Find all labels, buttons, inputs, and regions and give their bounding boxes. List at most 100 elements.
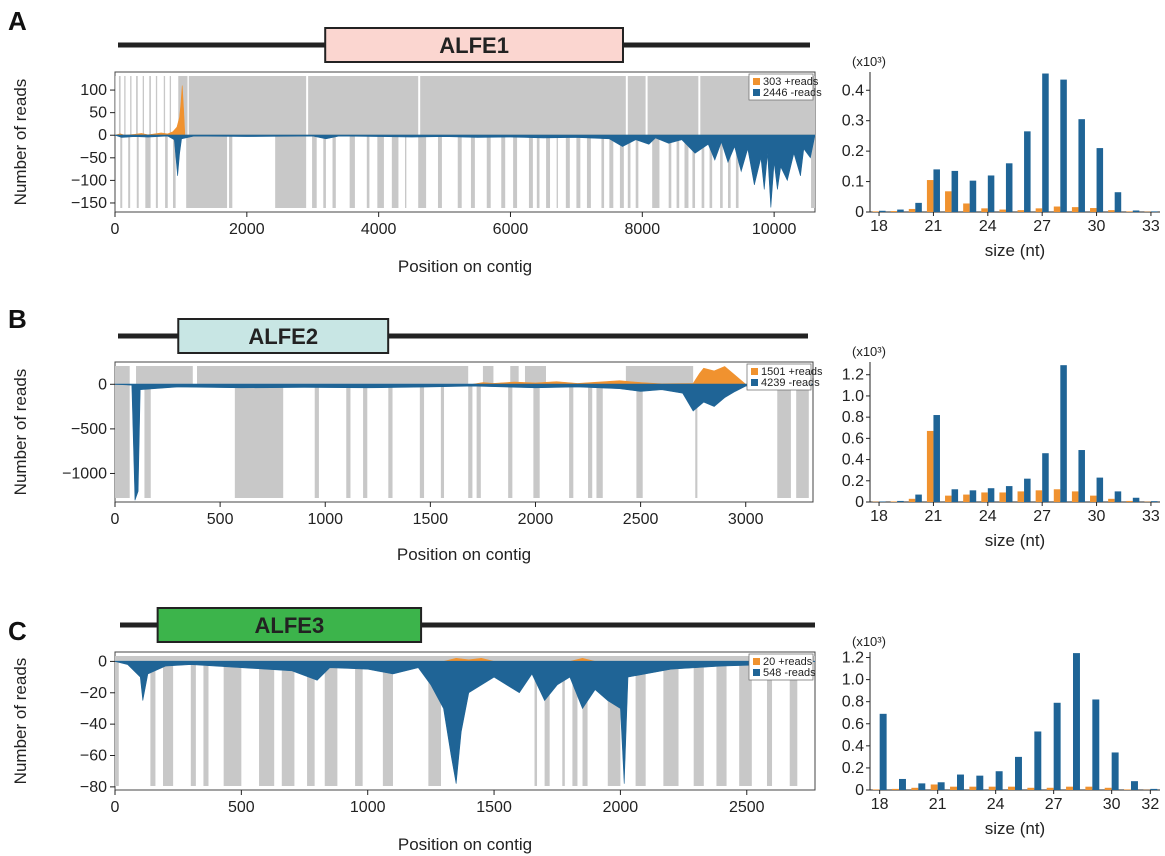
- coverage-region-lower: [366, 135, 370, 208]
- coverage-region-lower: [601, 135, 605, 208]
- legend-swatch-plus: [753, 78, 760, 85]
- coverage-region-lower: [419, 384, 425, 498]
- coverage-region-lower: [223, 661, 242, 786]
- coverage-region-lower: [544, 661, 550, 786]
- bar-plus: [988, 786, 996, 790]
- y-tick-label: −40: [80, 716, 107, 733]
- coverage-region-upper: [142, 76, 145, 136]
- bar-plus: [999, 209, 1006, 212]
- y-axis-title: Number of reads: [11, 369, 30, 496]
- y-tick-label: 0.8: [842, 409, 864, 426]
- coverage-region-upper: [115, 76, 116, 136]
- bar-minus: [1042, 453, 1049, 502]
- orf-box: [324, 27, 624, 63]
- bar-minus: [976, 775, 984, 790]
- x-tick-label: 18: [871, 796, 889, 813]
- bar-minus: [1005, 486, 1013, 502]
- coverage-region-lower: [312, 135, 317, 208]
- coverage-region-lower: [150, 661, 156, 786]
- x-tick-label: 3000: [728, 511, 764, 528]
- coverage-region-upper: [124, 76, 126, 136]
- bar-minus: [1092, 699, 1100, 790]
- coverage-region-lower: [476, 384, 481, 498]
- x-tick-label: 21: [929, 796, 947, 813]
- x-tick-label: 0: [111, 511, 120, 528]
- coverage-region-lower: [115, 661, 119, 786]
- coverage-region-lower: [562, 661, 565, 786]
- bar-minus: [1073, 653, 1080, 790]
- legend-swatch-minus: [753, 89, 760, 96]
- bar-minus: [1150, 211, 1158, 212]
- bar-minus: [918, 783, 926, 790]
- bar-minus: [915, 202, 922, 212]
- bar-minus: [957, 774, 964, 790]
- x-tick-label: 1000: [350, 799, 386, 816]
- bar-minus: [937, 782, 945, 790]
- bar-minus: [1015, 756, 1022, 790]
- bar-plus: [872, 789, 880, 790]
- coverage-region-lower: [546, 135, 551, 208]
- minus-reads-area: [114, 383, 814, 501]
- y-tick-label: −100: [71, 172, 107, 189]
- coverage-region-lower: [668, 135, 672, 208]
- coverage-region-lower: [627, 135, 631, 208]
- bar-plus: [1126, 211, 1133, 212]
- coverage-region-lower: [186, 135, 228, 208]
- bar-plus: [1027, 787, 1035, 790]
- bar-minus: [879, 210, 886, 212]
- bar-minus: [1096, 477, 1104, 502]
- panel-letter: B: [8, 304, 27, 334]
- bar-plus: [930, 784, 938, 790]
- coverage-region-upper: [308, 76, 419, 136]
- coverage-region-lower: [652, 135, 660, 208]
- bar-minus: [897, 500, 904, 502]
- bar-plus: [945, 191, 952, 212]
- coverage-region-lower: [486, 135, 491, 208]
- coverage-region-lower: [229, 135, 233, 208]
- x-tick-label: 2000: [518, 511, 554, 528]
- x-tick-label: 500: [207, 511, 234, 528]
- x-tick-label: 24: [979, 508, 997, 525]
- x-tick-label: 30: [1088, 508, 1106, 525]
- coverage-region-upper: [136, 366, 193, 385]
- coverage-region-lower: [165, 135, 168, 208]
- x-tick-label: 0: [111, 799, 120, 816]
- x-tick-label: 27: [1045, 796, 1063, 813]
- x-tick-label: 0: [111, 221, 120, 238]
- legend-swatch-plus: [753, 658, 760, 665]
- coverage-region-lower: [556, 135, 558, 208]
- coverage-region-lower: [234, 384, 284, 498]
- coverage-region-lower: [388, 384, 393, 498]
- y-tick-label: 1.2: [842, 650, 864, 667]
- coverage-region-lower: [789, 661, 798, 786]
- bar-plus: [890, 501, 898, 502]
- coverage-region-lower: [145, 135, 151, 208]
- x-tick-label: 10000: [752, 221, 797, 238]
- coverage-region-upper: [627, 76, 646, 136]
- bar-plus: [1046, 787, 1054, 790]
- y-tick-label: −80: [80, 779, 107, 796]
- bar-plus: [999, 492, 1006, 502]
- bar-plus: [1035, 490, 1043, 502]
- bar-plus: [1090, 495, 1097, 502]
- x-tick-label: 18: [870, 508, 888, 525]
- bar-plus: [1124, 789, 1131, 790]
- panel-letter: A: [8, 6, 27, 36]
- x-tick-label: 33: [1142, 508, 1160, 525]
- x-tick-label: 2500: [623, 511, 659, 528]
- bar-plus: [1053, 206, 1061, 212]
- coverage-region-lower: [405, 135, 407, 208]
- coverage-region-lower: [457, 135, 462, 208]
- bar-minus: [1078, 450, 1085, 502]
- gene-label: ALFE2: [248, 324, 318, 349]
- bar-minus: [995, 771, 1003, 790]
- bar-plus: [908, 498, 916, 502]
- coverage-region-lower: [144, 384, 151, 498]
- minus-reads-area: [114, 134, 816, 208]
- bar-minus: [1114, 491, 1122, 502]
- bar-plus: [945, 495, 952, 502]
- bar-minus: [1078, 119, 1085, 212]
- legend-swatch-plus: [751, 368, 758, 375]
- y-tick-label: 0: [855, 494, 864, 511]
- coverage-region-lower: [695, 384, 698, 498]
